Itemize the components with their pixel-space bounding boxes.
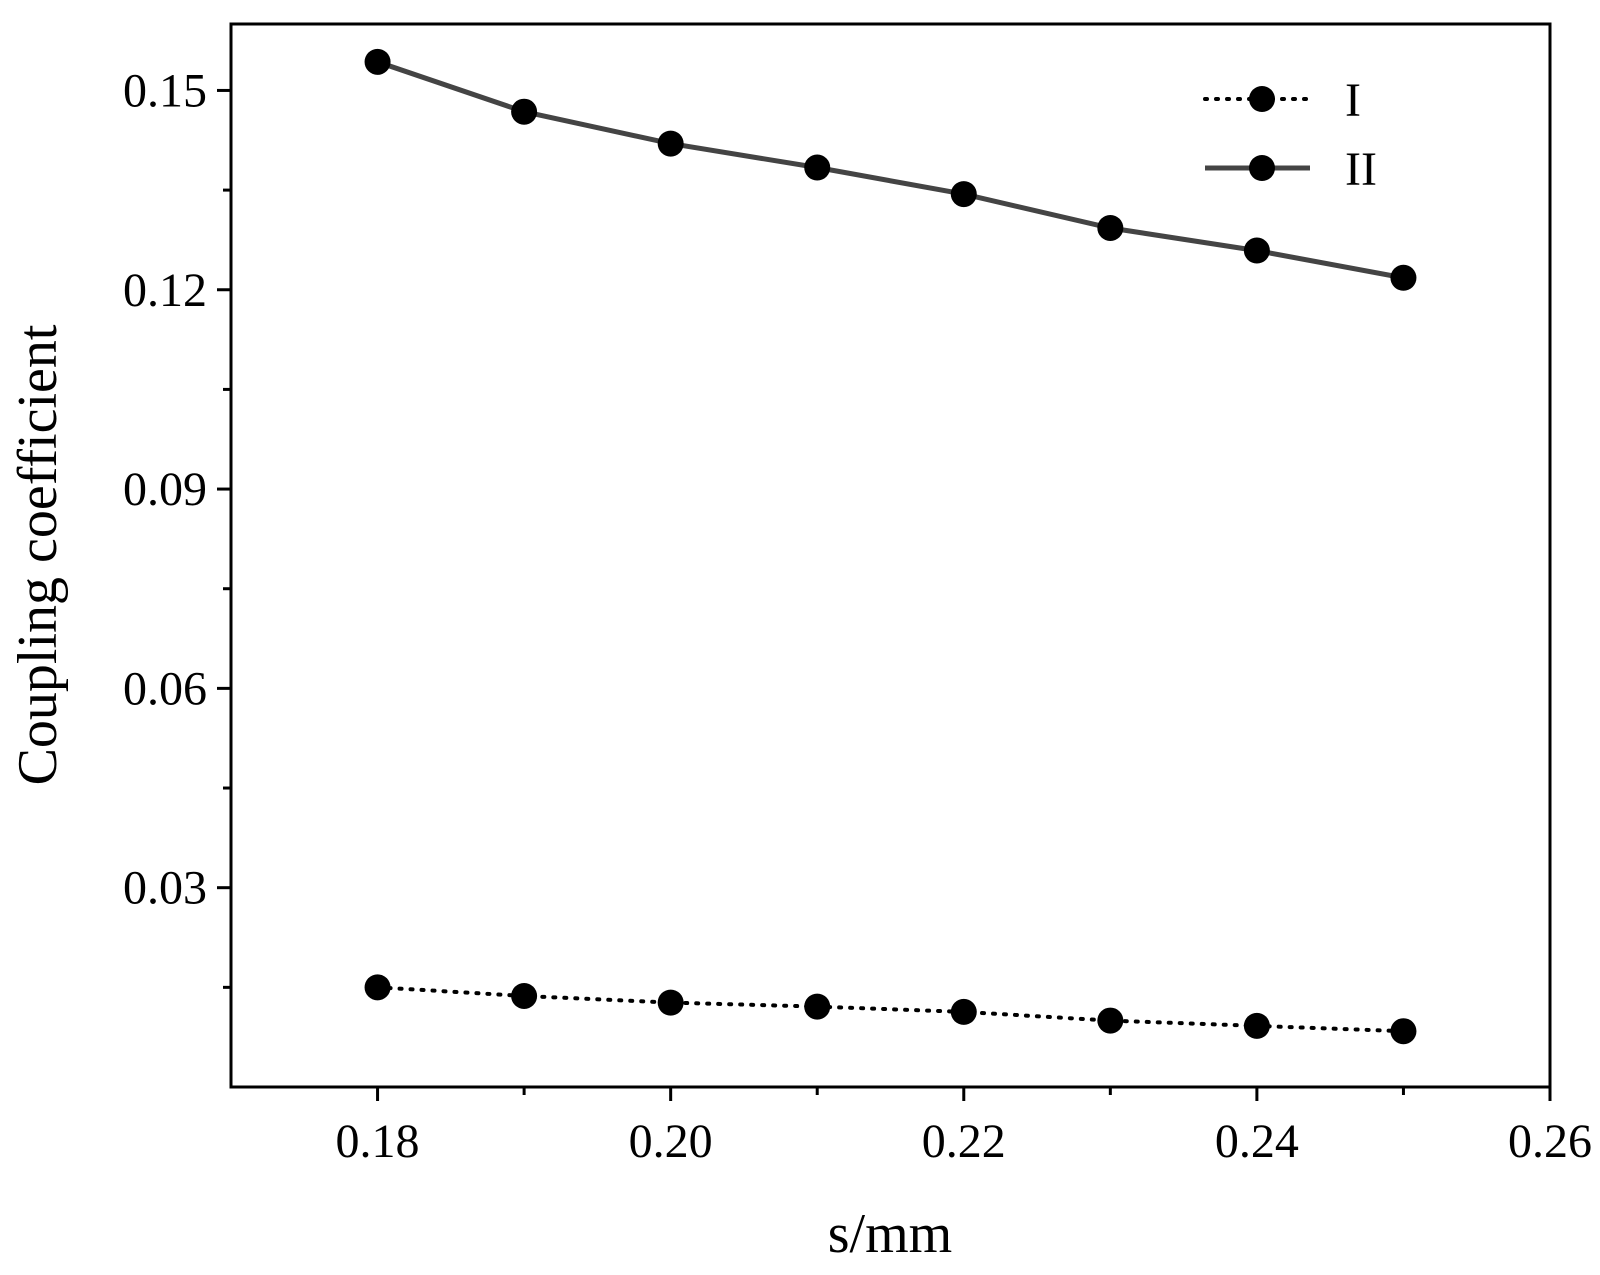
data-point xyxy=(950,998,977,1025)
data-point xyxy=(950,181,977,208)
data-point xyxy=(1097,1007,1124,1034)
y-tick-label: 0.15 xyxy=(123,64,207,117)
data-point xyxy=(1243,1012,1270,1039)
x-tick-label: 0.24 xyxy=(1215,1115,1299,1168)
y-tick-label: 0.12 xyxy=(123,264,207,317)
x-tick-label: 0.18 xyxy=(336,1115,420,1168)
data-point xyxy=(1097,214,1124,241)
y-axis-ticks: 0.03 0.06 0.09 0.12 0.15 xyxy=(123,64,231,989)
data-point xyxy=(657,989,684,1016)
legend-label-i: I xyxy=(1345,74,1361,127)
legend-marker-i xyxy=(1249,86,1275,112)
data-point xyxy=(511,982,538,1009)
data-point xyxy=(804,993,831,1020)
data-point xyxy=(1390,264,1417,291)
data-point xyxy=(1390,1018,1417,1045)
series-II xyxy=(364,48,1417,291)
plot-frame xyxy=(229,22,1552,1089)
x-axis-ticks: 0.18 0.20 0.22 0.24 0.26 xyxy=(336,1087,1592,1168)
legend: I II xyxy=(1203,74,1377,196)
x-axis-title: s/mm xyxy=(828,1203,952,1265)
data-point xyxy=(364,974,391,1001)
y-tick-label: 0.06 xyxy=(123,662,207,715)
x-tick-label: 0.22 xyxy=(922,1115,1006,1168)
data-point xyxy=(511,98,538,125)
data-point xyxy=(1243,237,1270,264)
x-tick-label: 0.26 xyxy=(1508,1115,1592,1168)
series-I xyxy=(364,974,1417,1045)
legend-label-ii: II xyxy=(1345,143,1377,196)
data-point xyxy=(364,48,391,75)
data-point xyxy=(804,154,831,181)
legend-marker-ii xyxy=(1249,155,1275,181)
y-tick-label: 0.03 xyxy=(123,862,207,915)
series-line xyxy=(376,59,1404,281)
y-axis-title: Coupling coefficient xyxy=(7,324,69,785)
x-tick-label: 0.20 xyxy=(629,1115,713,1168)
y-tick-label: 0.09 xyxy=(123,463,207,516)
series-layer xyxy=(364,48,1417,1045)
data-point xyxy=(657,130,684,157)
